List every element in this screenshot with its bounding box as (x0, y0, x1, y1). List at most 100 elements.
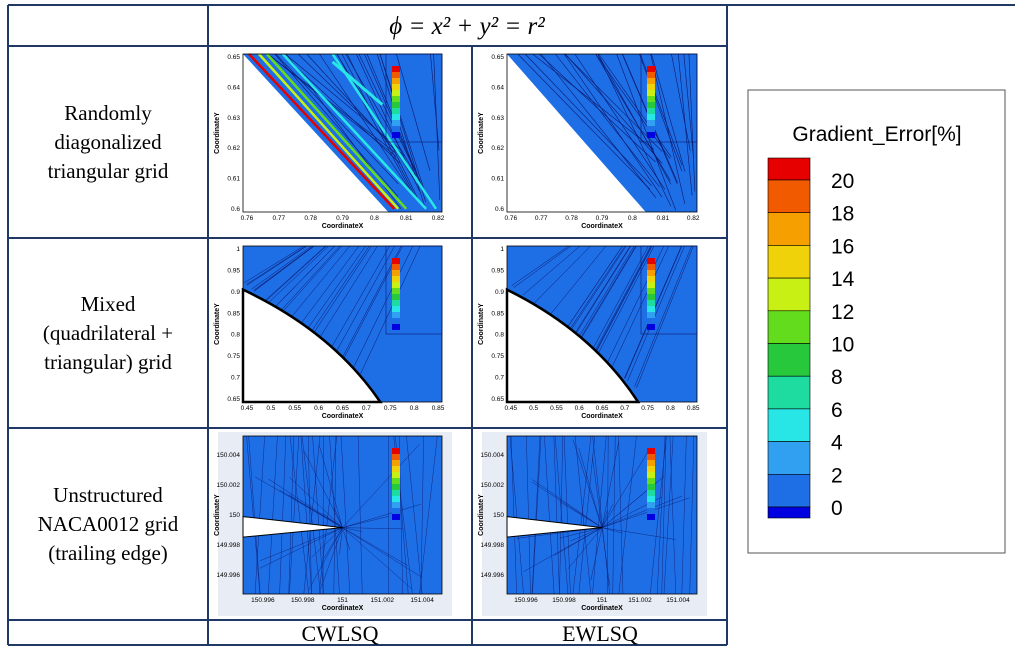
mesh-line (320, 527, 343, 590)
mini-colorbar-band (647, 300, 655, 306)
mesh-line (244, 245, 305, 284)
column-label: EWLSQ (562, 621, 638, 646)
x-tick-label: 150.998 (552, 597, 576, 604)
y-tick-label: 0.64 (491, 84, 504, 91)
mesh-line (406, 435, 423, 595)
mesh-line (689, 435, 695, 595)
mesh-line (268, 245, 329, 303)
mesh-line (578, 448, 603, 528)
mesh-line (627, 245, 685, 381)
mesh-line (420, 435, 424, 595)
x-tick-label: 0.8 (666, 405, 675, 412)
mesh-line (651, 53, 686, 172)
x-tick-label: 0.55 (550, 405, 563, 412)
mesh-line (284, 53, 401, 150)
mini-colorbar-band (392, 324, 400, 330)
mesh-line (538, 53, 656, 163)
mini-colorbar-band (647, 72, 655, 78)
mini-colorbar-band (647, 108, 655, 114)
mini-colorbar-band (647, 478, 655, 484)
mini-colorbar-band (392, 294, 400, 300)
mesh-line (681, 435, 687, 595)
mesh-line (572, 245, 631, 337)
mesh-line (274, 53, 399, 197)
y-tick-label: 1 (236, 246, 240, 253)
x-tick-label: 0.79 (596, 215, 609, 222)
legend-title: Gradient_Error[%] (792, 123, 961, 146)
legend-level: 20 (831, 170, 854, 193)
mesh-line (572, 439, 603, 528)
x-tick-label: 0.76 (241, 215, 254, 222)
legend-level: 6 (831, 399, 843, 422)
y-tick-label: 0.64 (227, 84, 240, 91)
void-region (507, 54, 646, 212)
y-tick-label: 0.65 (227, 54, 240, 61)
y-tick-label: 149.998 (481, 542, 505, 549)
mesh-line (342, 444, 420, 528)
mini-legend-box (385, 53, 443, 143)
mesh-line (574, 435, 592, 595)
mesh-line (358, 53, 421, 182)
mesh-line (289, 476, 343, 528)
mesh-line (567, 527, 603, 569)
x-tick-label: 0.55 (288, 405, 301, 412)
x-tick-label: 0.6 (575, 405, 584, 412)
x-tick-label: 0.81 (656, 215, 669, 222)
x-tick-label: 151 (597, 597, 608, 604)
mesh-line (663, 435, 674, 595)
y-tick-label: 0.8 (231, 332, 240, 339)
mesh-line (594, 245, 653, 355)
mesh-line (340, 435, 351, 595)
mini-colorbar-band (392, 288, 400, 294)
mini-colorbar-band (647, 460, 655, 466)
row-label: (quadrilateral + (43, 321, 173, 345)
mini-colorbar-band (392, 90, 400, 96)
header-formula: ϕ = x² + y² = r² (389, 13, 545, 40)
mini-legend-box (640, 245, 698, 335)
mesh-line (318, 444, 343, 528)
x-tick-label: 0.82 (687, 215, 700, 222)
mesh-line (329, 245, 390, 351)
mesh-line (661, 435, 667, 595)
mesh-line (289, 245, 350, 319)
contour-plot: 0.45 0.5 0.55 0.6 0.65 0.7 0.75 0.8 0.85 0.65 0.7 0… (214, 245, 445, 420)
mesh-line (592, 457, 603, 528)
mesh-line (532, 53, 654, 150)
mesh-line (565, 245, 623, 331)
mesh-line (333, 435, 337, 595)
x-tick-label: 0.76 (504, 215, 517, 222)
mesh-line (279, 435, 287, 595)
mesh-line (639, 53, 683, 172)
mesh-line (611, 245, 669, 368)
y-tick-label: 1 (500, 246, 504, 253)
mini-colorbar-band (647, 66, 655, 72)
mesh-line (650, 435, 667, 595)
mini-colorbar-band (647, 454, 655, 460)
legend-level: 18 (831, 203, 854, 226)
mini-colorbar-band (647, 114, 655, 120)
mini-colorbar-band (392, 312, 400, 318)
row-label: Randomly (64, 101, 152, 125)
mini-legend-box (385, 245, 443, 335)
mesh-line (568, 245, 627, 334)
x-tick-label: 0.5 (529, 405, 538, 412)
mini-colorbar-band (647, 102, 655, 108)
x-tick-label: 151.002 (628, 597, 652, 604)
mesh-line (531, 435, 541, 595)
mesh-line (357, 435, 363, 595)
x-tick-label: 0.45 (241, 405, 254, 412)
mesh-line (298, 245, 360, 327)
colorbar-band (767, 506, 811, 519)
mesh-line (289, 435, 300, 595)
x-tick-label: 0.78 (304, 215, 317, 222)
y-tick-label: 0.75 (491, 353, 504, 360)
row-label: Unstructured (53, 483, 163, 507)
mesh-line (559, 501, 603, 528)
mesh-line (267, 53, 397, 154)
y-tick-label: 149.998 (217, 542, 241, 549)
mini-colorbar-band (647, 318, 655, 324)
mesh-line (288, 435, 295, 595)
y-tick-label: 0.9 (231, 289, 240, 296)
row-label: triangular grid (48, 159, 169, 183)
y-axis-label: CoordinateY (214, 112, 221, 154)
